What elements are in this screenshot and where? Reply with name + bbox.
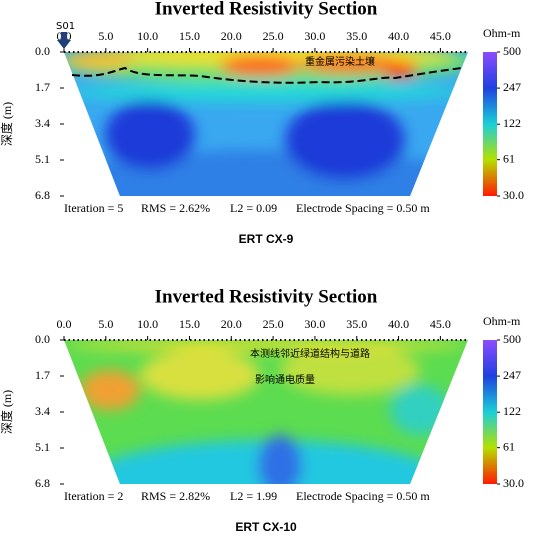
x-tick-label: 40.0 (388, 317, 409, 331)
y-tick-label: 0.0 (35, 44, 50, 58)
x-tick-label: 35.0 (346, 317, 367, 331)
x-tick-label: 40.0 (388, 29, 409, 43)
x-tick-label: 10.0 (137, 29, 158, 43)
stat-text: RMS = 2.62% (141, 201, 210, 215)
x-tick-label: 15.0 (179, 317, 200, 331)
colorbar-tick-label: 122 (503, 404, 521, 418)
x-tick-label: 20.0 (221, 29, 242, 43)
figure-caption: ERT CX-9 (239, 232, 294, 246)
resistivity-zone (390, 385, 450, 435)
section-blobs (64, 52, 468, 196)
y-tick-label: 3.4 (35, 404, 50, 418)
x-tick-label: 35.0 (346, 29, 367, 43)
resistivity-zone (65, 52, 135, 70)
x-tick-label: 45.0 (430, 317, 451, 331)
stat-text: Iteration = 2 (64, 489, 123, 503)
resistivity-zone (220, 56, 300, 76)
colorbar-tick-label: 247 (503, 80, 521, 94)
electrode-label: S01 (56, 21, 75, 32)
x-tick-label: 5.0 (98, 29, 113, 43)
colorbar-tick-label: 61 (503, 439, 515, 453)
section-fill (64, 340, 468, 484)
x-tick-label: 0.0 (57, 317, 72, 331)
stat-text: Electrode Spacing = 0.50 m (296, 489, 430, 503)
boundary-line (71, 66, 463, 84)
y-tick-label: 1.7 (35, 368, 50, 382)
y-tick-label: 5.1 (35, 440, 50, 454)
colorbar-tick-label: 247 (503, 368, 521, 382)
colorbar (483, 52, 497, 196)
resistivity-zone (140, 350, 260, 400)
resistivity-zone (80, 370, 140, 410)
colorbar-tick-label: 500 (503, 44, 521, 58)
colorbar-tick-label: 30.0 (503, 188, 524, 202)
stat-text: RMS = 2.82% (141, 489, 210, 503)
resistivity-zone (300, 55, 400, 73)
colorbar (483, 340, 497, 484)
colorbar-label: Ohm-m (483, 314, 521, 328)
colorbar-tick-label: 61 (503, 151, 515, 165)
y-tick-label: 3.4 (35, 116, 50, 130)
colorbar-label: Ohm-m (483, 26, 521, 40)
section-blobs (66, 340, 466, 484)
x-tick-label: 5.0 (98, 317, 113, 331)
x-tick-label: 25.0 (263, 29, 284, 43)
chart-title: Inverted Resistivity Section (155, 0, 378, 19)
resistivity-zone (66, 340, 466, 351)
annotation: 重金属污染土壤 (305, 55, 375, 68)
y-tick-label: 0.0 (35, 332, 50, 346)
figure-caption: ERT CX-10 (235, 520, 297, 534)
y-tick-label: 6.8 (35, 188, 50, 202)
y-axis-label: 深度 (m) (0, 390, 14, 434)
colorbar-tick-label: 500 (503, 332, 521, 346)
resistivity-zone (64, 150, 468, 196)
y-axis-label: 深度 (m) (0, 102, 14, 146)
chart-title: Inverted Resistivity Section (155, 286, 378, 307)
annotation: 本测线邻近绿道结构与道路 (250, 347, 370, 360)
x-tick-label: 10.0 (137, 317, 158, 331)
stat-text: L2 = 1.99 (230, 489, 277, 503)
x-tick-label: 30.0 (304, 317, 325, 331)
stat-text: L2 = 0.09 (230, 201, 277, 215)
resistivity-zone (285, 100, 405, 180)
colorbar-tick-label: 122 (503, 116, 521, 130)
stat-text: Electrode Spacing = 0.50 m (296, 201, 430, 215)
section-fill (64, 52, 468, 196)
x-tick-label: 30.0 (304, 29, 325, 43)
y-tick-label: 1.7 (35, 80, 50, 94)
stat-text: Iteration = 5 (64, 201, 123, 215)
x-tick-label: 25.0 (263, 317, 284, 331)
electrode-arrow (57, 32, 71, 49)
x-tick-label: 45.0 (430, 29, 451, 43)
x-tick-label: 15.0 (179, 29, 200, 43)
resistivity-zone (105, 100, 195, 170)
y-tick-label: 5.1 (35, 152, 50, 166)
y-tick-label: 6.8 (35, 476, 50, 490)
resistivity-zone (382, 62, 418, 78)
resistivity-zone (258, 435, 302, 484)
resistivity-zone (280, 345, 420, 395)
colorbar-tick-label: 30.0 (503, 476, 524, 490)
annotation: 影响通电质量 (255, 373, 315, 386)
x-tick-label: 20.0 (221, 317, 242, 331)
resistivity-zone (66, 82, 466, 102)
